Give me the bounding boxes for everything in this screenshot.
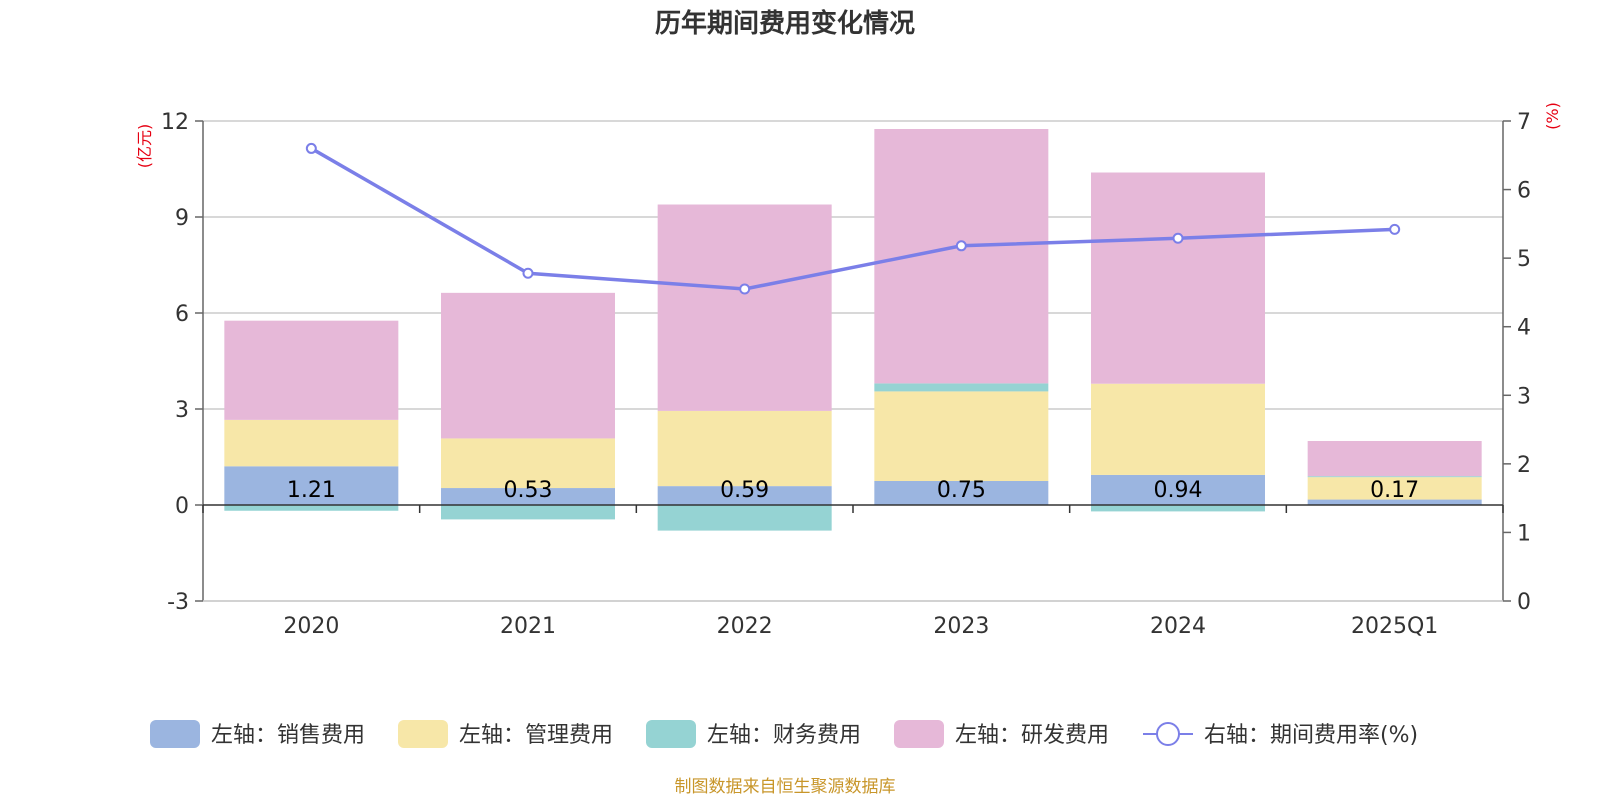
category-label: 2022 — [717, 614, 773, 639]
expense-rate-point-2022[interactable] — [739, 283, 751, 295]
line-layer — [305, 142, 1401, 295]
right-tick-label: 0 — [1517, 590, 1531, 615]
right-tick-label: 7 — [1517, 110, 1531, 135]
legend-label: 右轴：期间费用率(%) — [1204, 723, 1418, 748]
expense-rate-line — [310, 146, 1395, 291]
legend-swatch — [398, 720, 448, 748]
bar-2020-series-2[interactable] — [224, 505, 399, 511]
bar-2023-series-2[interactable] — [874, 383, 1049, 392]
legend-swatch — [646, 720, 696, 748]
sales-data-label: 0.75 — [937, 478, 986, 503]
right-tick-label: 6 — [1517, 179, 1531, 204]
sales-data-label: 1.21 — [287, 478, 336, 503]
bar-2021-series-3[interactable] — [441, 292, 615, 439]
right-tick-label: 3 — [1517, 384, 1531, 409]
left-tick-label: 3 — [175, 398, 189, 423]
bar-2024-series-0[interactable] — [1091, 474, 1265, 505]
bar-2024-series-2[interactable] — [1091, 505, 1265, 512]
bar-2022-series-3[interactable] — [657, 204, 832, 411]
left-tick-label: -3 — [167, 590, 189, 615]
bar-2025Q1-series-1[interactable] — [1307, 477, 1482, 500]
sales-data-label: 0.94 — [1154, 478, 1203, 503]
bar-layer — [224, 129, 1482, 531]
bar-2023-series-1[interactable] — [874, 391, 1049, 481]
bar-2024-series-1[interactable] — [1091, 383, 1265, 475]
expense-rate-point-2025Q1[interactable] — [1389, 223, 1401, 235]
right-tick-label: 5 — [1517, 247, 1531, 272]
data-labels: 1.21 0.53 0.59 0.75 0.94 0.17 — [287, 478, 1419, 503]
bar-2022-series-0[interactable] — [657, 486, 832, 505]
bar-2025Q1-series-3[interactable] — [1307, 441, 1482, 477]
right-axis-unit: (%) — [1543, 102, 1562, 130]
right-tick-label: 4 — [1517, 316, 1531, 341]
legend[interactable]: 左轴：销售费用 左轴：管理费用 左轴：财务费用 左轴：研发费用 右轴：期间费用率(%) — [150, 720, 1418, 748]
left-axis-unit: (亿元) — [135, 124, 154, 169]
expense-rate-point-2021[interactable] — [522, 267, 534, 279]
category-label: 2020 — [283, 614, 339, 639]
category-label: 2021 — [500, 614, 556, 639]
legend-item-2[interactable]: 左轴：财务费用 — [646, 720, 861, 748]
bar-2024-series-3[interactable] — [1091, 172, 1265, 384]
bar-2021-series-0[interactable] — [441, 488, 615, 505]
chart-title: 历年期间费用变化情况 — [655, 8, 915, 39]
left-tick-label: 12 — [161, 110, 189, 135]
legend-marker — [1156, 722, 1180, 746]
bar-2025Q1-series-2[interactable] — [1307, 476, 1482, 478]
right-tick-label: 2 — [1517, 453, 1531, 478]
category-label: 2023 — [933, 614, 989, 639]
category-label: 2024 — [1150, 614, 1206, 639]
legend-swatch — [150, 720, 200, 748]
legend-label: 左轴：管理费用 — [459, 723, 613, 748]
legend-label: 左轴：销售费用 — [211, 723, 365, 748]
bar-2020-series-3[interactable] — [224, 320, 399, 420]
left-tick-label: 9 — [175, 206, 189, 231]
bar-2020-series-0[interactable] — [224, 466, 399, 505]
bar-2021-series-1[interactable] — [441, 438, 615, 489]
expense-rate-point-2023[interactable] — [955, 240, 967, 252]
left-tick-label: 6 — [175, 302, 189, 327]
legend-label: 左轴：研发费用 — [955, 723, 1109, 748]
bar-2025Q1-series-0[interactable] — [1307, 499, 1482, 505]
left-tick-label: 0 — [175, 494, 189, 519]
bar-2022-series-2[interactable] — [657, 505, 832, 531]
bar-2020-series-1[interactable] — [224, 419, 399, 467]
bar-2021-series-2[interactable] — [441, 505, 615, 520]
sales-data-label: 0.59 — [720, 478, 769, 503]
legend-item-3[interactable]: 左轴：研发费用 — [894, 720, 1109, 748]
expense-rate-point-2024[interactable] — [1172, 232, 1184, 244]
legend-item-0[interactable]: 左轴：销售费用 — [150, 720, 365, 748]
right-tick-label: 1 — [1517, 521, 1531, 546]
source-note: 制图数据来自恒生聚源数据库 — [675, 777, 896, 797]
legend-label: 左轴：财务费用 — [707, 723, 861, 748]
category-label: 2025Q1 — [1351, 614, 1438, 639]
legend-swatch — [894, 720, 944, 748]
expense-rate-point-2020[interactable] — [305, 142, 317, 154]
bar-2023-series-0[interactable] — [874, 481, 1049, 505]
legend-item-4[interactable]: 右轴：期间费用率(%) — [1143, 722, 1418, 748]
sales-data-label: 0.17 — [1370, 478, 1419, 503]
bar-2022-series-1[interactable] — [657, 410, 832, 487]
sales-data-label: 0.53 — [504, 478, 553, 503]
legend-item-1[interactable]: 左轴：管理费用 — [398, 720, 613, 748]
